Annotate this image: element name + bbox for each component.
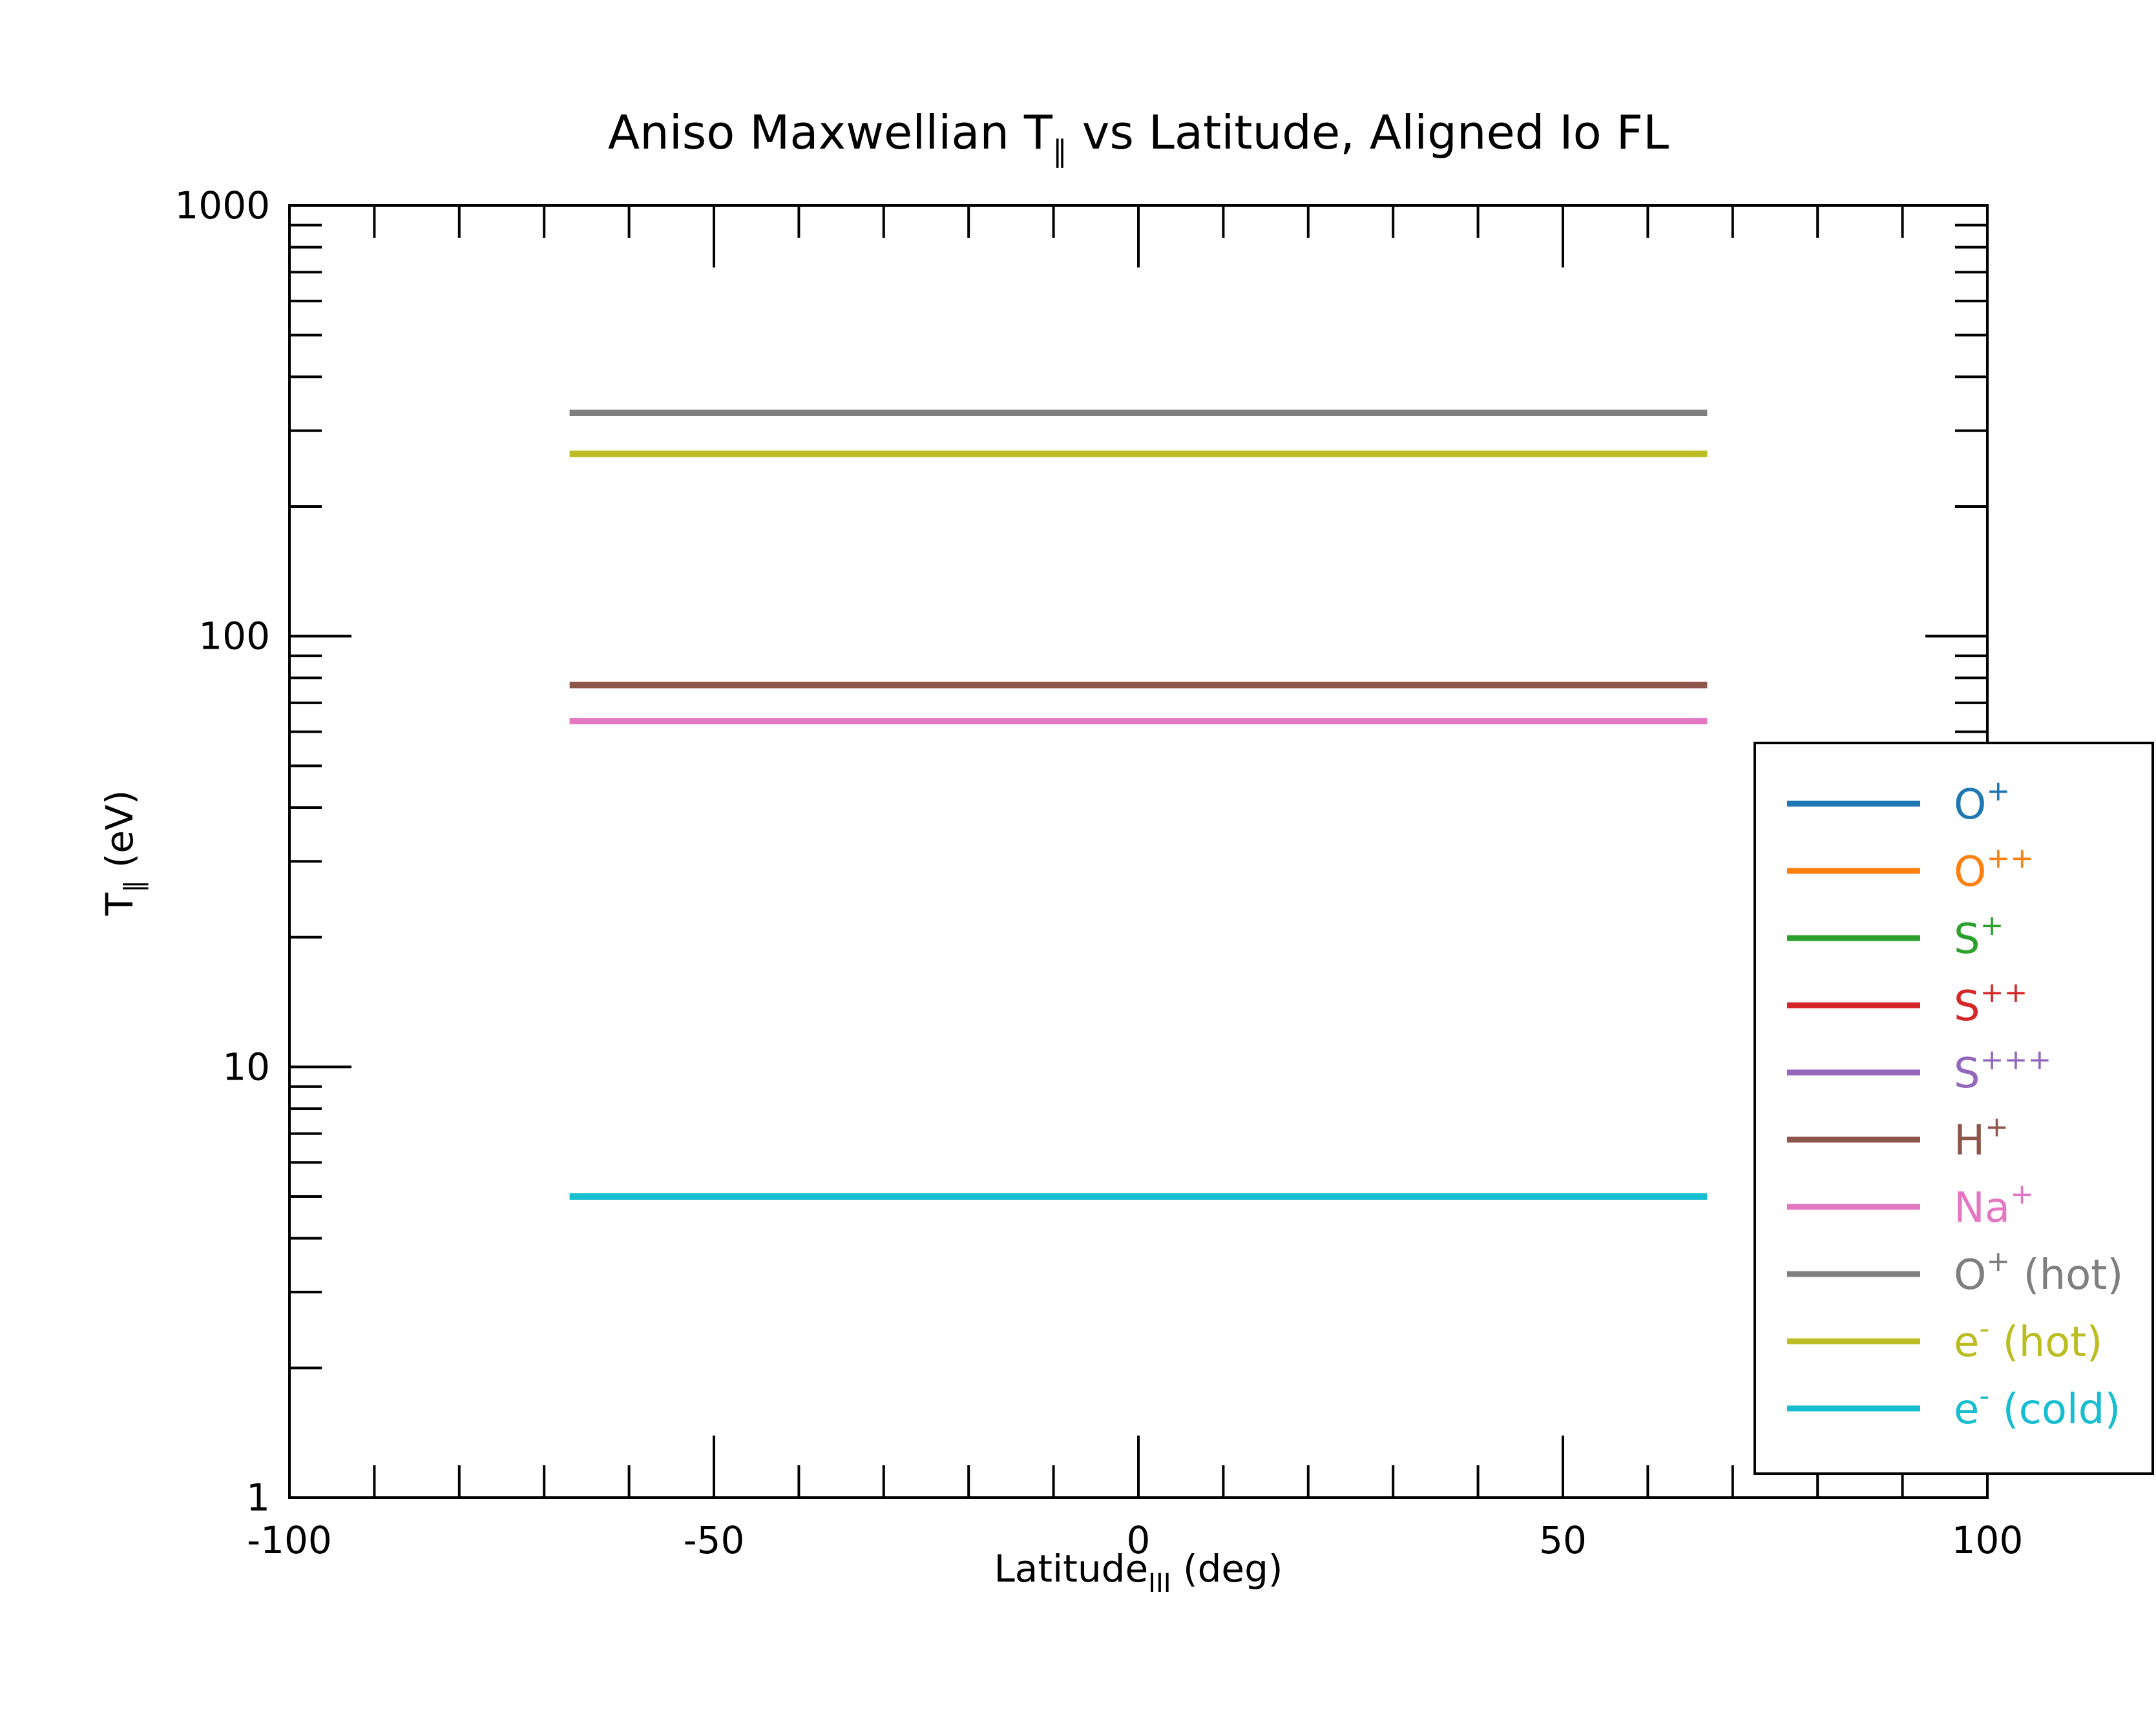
x-tick-label: -100 <box>247 1518 332 1562</box>
legend-label: O+ <box>1954 775 2010 829</box>
y-tick-label: 10 <box>222 1045 270 1089</box>
x-tick-label: 100 <box>1952 1518 2024 1562</box>
series-lines <box>569 409 1708 1200</box>
legend-label: Na+ <box>1954 1178 2034 1232</box>
x-tick-label: 50 <box>1539 1518 1587 1562</box>
x-tick-label: 0 <box>1127 1518 1151 1562</box>
legend-label: S+++ <box>1954 1043 2051 1098</box>
legend: O+ O++ S+ S++ S+++ H+ Na+ O+ (hot) e- (hot) e- (c… <box>1753 742 2154 1475</box>
axis-ticks <box>289 205 1987 1498</box>
legend-label: H+ <box>1954 1111 2009 1165</box>
y-tick-label: 1000 <box>174 183 270 227</box>
y-tick-label: 100 <box>198 614 270 658</box>
y-tick-label: 1 <box>246 1476 270 1520</box>
plot-frame <box>288 204 1989 1499</box>
legend-label: O++ <box>1954 842 2034 896</box>
legend-label: S+ <box>1954 909 2004 963</box>
legend-label: S++ <box>1954 976 2027 1030</box>
legend-label: O+ (hot) <box>1954 1245 2123 1299</box>
legend-label: e- (cold) <box>1954 1379 2120 1434</box>
chart-title: Aniso Maxwellian T∥ vs Latitude, Aligned… <box>608 105 1669 169</box>
x-tick-label: -50 <box>684 1518 745 1562</box>
legend-label: e- (hot) <box>1954 1312 2102 1366</box>
y-axis-label: T∥ (eV) <box>98 790 149 917</box>
tick-labels: -100 -50 0 50 100 1 10 100 1000 <box>174 183 2023 1562</box>
x-axis-label: LatitudeIII (deg) <box>994 1547 1282 1598</box>
legend-box <box>1753 742 2154 1475</box>
